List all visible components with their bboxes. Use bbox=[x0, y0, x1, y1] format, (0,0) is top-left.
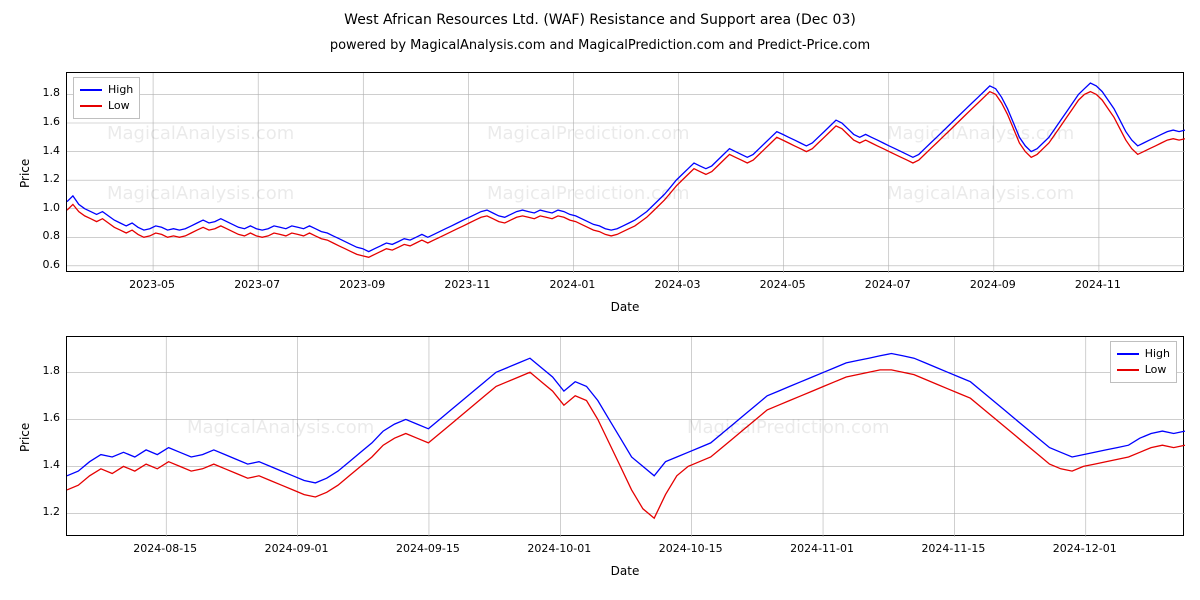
chart-subtitle: powered by MagicalAnalysis.com and Magic… bbox=[0, 38, 1200, 53]
y-tick-label: 1.2 bbox=[20, 505, 60, 518]
chart-svg-1 bbox=[67, 73, 1185, 273]
x-tick-label: 2024-10-01 bbox=[527, 542, 591, 555]
x-tick-label: 2024-11-15 bbox=[921, 542, 985, 555]
y-tick-label: 0.8 bbox=[20, 229, 60, 242]
x-tick-label: 2024-08-15 bbox=[133, 542, 197, 555]
y-tick-label: 1.4 bbox=[20, 144, 60, 157]
y-tick-label: 1.8 bbox=[20, 364, 60, 377]
x-tick-label: 2024-01 bbox=[549, 278, 595, 291]
y-tick-label: 1.4 bbox=[20, 458, 60, 471]
chart-title: West African Resources Ltd. (WAF) Resist… bbox=[0, 12, 1200, 28]
legend-swatch-low bbox=[1117, 369, 1139, 371]
legend-item-low: Low bbox=[80, 98, 133, 114]
x-tick-label: 2024-05 bbox=[760, 278, 806, 291]
x-tick-label: 2024-11-01 bbox=[790, 542, 854, 555]
x-axis-label-2: Date bbox=[66, 564, 1184, 578]
legend-panel-1: High Low bbox=[73, 77, 140, 119]
x-tick-label: 2024-11 bbox=[1075, 278, 1121, 291]
chart-svg-2 bbox=[67, 337, 1185, 537]
y-tick-label: 1.0 bbox=[20, 201, 60, 214]
legend-item-high: High bbox=[1117, 346, 1170, 362]
y-axis-label-2: Price bbox=[18, 423, 32, 452]
y-tick-label: 0.6 bbox=[20, 258, 60, 271]
legend-panel-2: High Low bbox=[1110, 341, 1177, 383]
x-tick-label: 2023-05 bbox=[129, 278, 175, 291]
legend-swatch-high bbox=[1117, 353, 1139, 355]
x-tick-label: 2023-09 bbox=[339, 278, 385, 291]
legend-label-high: High bbox=[108, 82, 133, 98]
x-axis-label-1: Date bbox=[66, 300, 1184, 314]
x-tick-label: 2024-09-15 bbox=[396, 542, 460, 555]
legend-swatch-low bbox=[80, 105, 102, 107]
y-tick-label: 1.6 bbox=[20, 411, 60, 424]
chart-panel-2: MagicalAnalysis.com MagicalPrediction.co… bbox=[66, 336, 1184, 536]
y-tick-label: 1.2 bbox=[20, 172, 60, 185]
x-tick-label: 2024-09-01 bbox=[265, 542, 329, 555]
x-tick-label: 2024-12-01 bbox=[1053, 542, 1117, 555]
x-tick-label: 2024-07 bbox=[865, 278, 911, 291]
x-tick-label: 2023-11 bbox=[444, 278, 490, 291]
y-tick-label: 1.6 bbox=[20, 115, 60, 128]
x-tick-label: 2024-10-15 bbox=[659, 542, 723, 555]
y-tick-label: 1.8 bbox=[20, 86, 60, 99]
x-tick-label: 2024-09 bbox=[970, 278, 1016, 291]
chart-panel-1: MagicalAnalysis.com MagicalPrediction.co… bbox=[66, 72, 1184, 272]
legend-item-low: Low bbox=[1117, 362, 1170, 378]
legend-swatch-high bbox=[80, 89, 102, 91]
legend-label-high: High bbox=[1145, 346, 1170, 362]
x-tick-label: 2024-03 bbox=[655, 278, 701, 291]
legend-label-low: Low bbox=[1145, 362, 1167, 378]
x-tick-label: 2023-07 bbox=[234, 278, 280, 291]
legend-label-low: Low bbox=[108, 98, 130, 114]
legend-item-high: High bbox=[80, 82, 133, 98]
